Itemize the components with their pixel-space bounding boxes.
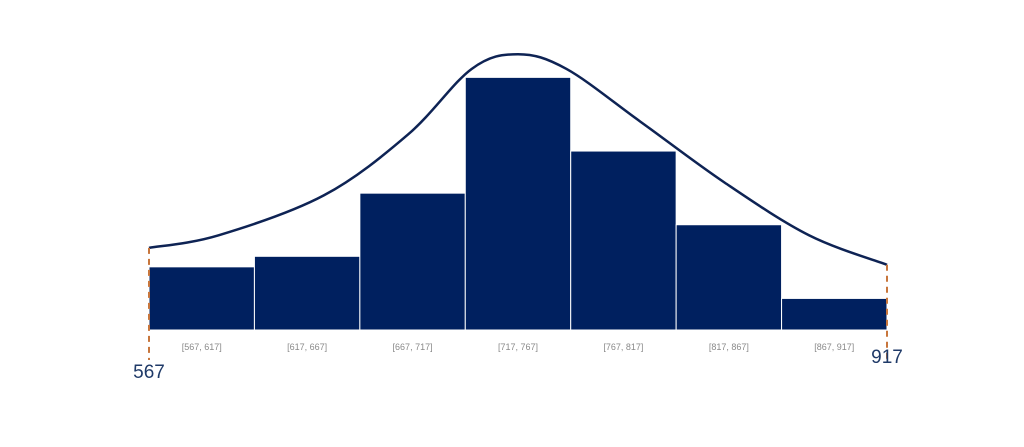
range-start-label: 567 [133, 362, 165, 383]
bin-label: [867, 917] [814, 342, 854, 352]
bin-label: [617, 667] [287, 342, 327, 352]
histogram-bars [148, 76, 888, 331]
range-markers [148, 247, 888, 360]
histogram-bar [570, 150, 677, 331]
histogram-bar [675, 224, 783, 331]
range-end-label: 917 [871, 347, 903, 368]
bin-label: [717, 767] [498, 342, 538, 352]
bin-labels: [567, 617] [617, 667] [667, 717] [717, 767]… [182, 342, 855, 352]
histogram-bar [253, 255, 361, 331]
histogram-bar [781, 297, 888, 331]
bin-label: [817, 867] [709, 342, 749, 352]
histogram-bar [359, 192, 466, 331]
histogram-bar [148, 266, 255, 331]
bin-label: [667, 717] [393, 342, 433, 352]
histogram-bar [464, 76, 572, 331]
bin-label: [567, 617] [182, 342, 222, 352]
density-curve [148, 52, 888, 266]
bin-label: [767, 817] [603, 342, 643, 352]
